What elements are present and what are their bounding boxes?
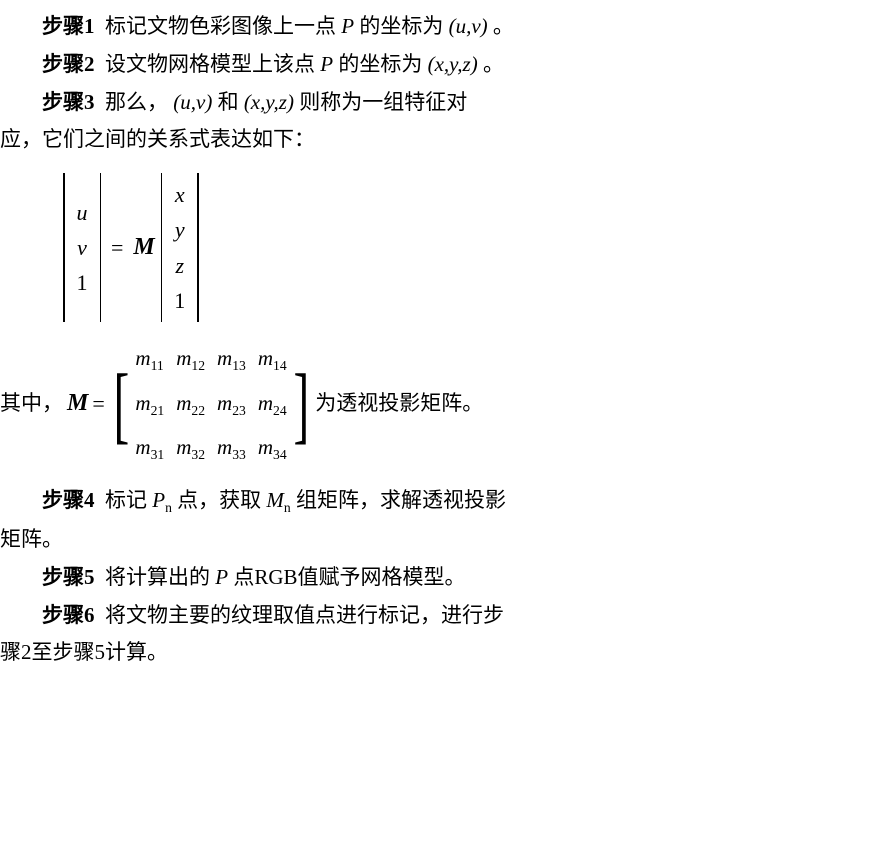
- step1-text-c: 。: [493, 14, 514, 38]
- eq-sign-2: =: [92, 384, 104, 424]
- step4-text-a: 标记: [105, 488, 147, 512]
- M-symbol: M: [133, 226, 154, 269]
- vec-x: x: [175, 177, 185, 212]
- matrix-prefix: 其中，: [0, 385, 63, 423]
- step2-P: P: [320, 52, 333, 76]
- matrix-suffix: 为透视投影矩阵。: [315, 385, 483, 423]
- step6-cont: 骤2至步骤5计算。: [0, 634, 882, 672]
- m32: m32: [176, 429, 205, 468]
- left-bracket-icon: [: [113, 361, 129, 447]
- step5-label: 步骤5: [42, 565, 95, 589]
- m11: m11: [135, 340, 164, 379]
- step2-label: 步骤2: [42, 52, 95, 76]
- m21: m21: [135, 385, 164, 424]
- step2-text-b: 的坐标为: [338, 52, 422, 76]
- m12: m12: [176, 340, 205, 379]
- matrix-grid: m11 m12 m13 m14 m21 m22 m23 m24 m31 m32 …: [135, 336, 286, 472]
- m33: m33: [217, 429, 246, 468]
- vec-u: u: [77, 195, 88, 230]
- eq-sign: =: [111, 228, 123, 268]
- m31: m31: [135, 429, 164, 468]
- step1-text-a: 标记文物色彩图像上一点: [105, 14, 336, 38]
- step1-label: 步骤1: [42, 14, 95, 38]
- step3-text-c: 则称为一组特征对: [299, 90, 467, 114]
- step2-text-a: 设文物网格模型上该点: [105, 52, 315, 76]
- vec-1b: 1: [174, 283, 185, 318]
- step6-label: 步骤6: [42, 603, 95, 627]
- vbar-icon: [63, 173, 65, 322]
- vbar-icon: [100, 173, 102, 322]
- step4-cont: 矩阵。: [0, 521, 882, 559]
- step2-line: 步骤2 设文物网格模型上该点 P 的坐标为 (x,y,z) 。: [0, 46, 882, 84]
- step5-line: 步骤5 将计算出的 P 点RGB值赋予网格模型。: [0, 559, 882, 597]
- step3-text-b: 和: [218, 90, 239, 114]
- step1-P: P: [341, 14, 354, 38]
- step5-P: P: [215, 565, 228, 589]
- M-symbol-2: M: [67, 382, 88, 425]
- vec-y: y: [175, 212, 185, 247]
- m13: m13: [217, 340, 246, 379]
- m23: m23: [217, 385, 246, 424]
- step4-text-c: 组矩阵，求解透视投影: [296, 488, 506, 512]
- step6-line: 步骤6 将文物主要的纹理取值点进行标记，进行步: [0, 597, 882, 635]
- vec-z: z: [175, 248, 184, 283]
- m14: m14: [258, 340, 287, 379]
- m22: m22: [176, 385, 205, 424]
- step2-coord: (x,y,z): [428, 52, 478, 76]
- step3-label: 步骤3: [42, 90, 95, 114]
- vbar-icon: [197, 173, 199, 322]
- left-vector: u v 1: [71, 191, 94, 305]
- step1-line: 步骤1 标记文物色彩图像上一点 P 的坐标为 (u,v) 。: [0, 8, 882, 46]
- matrix-definition: 其中， M = [ m11 m12 m13 m14 m21 m22 m23 m2…: [0, 336, 882, 472]
- step4-label: 步骤4: [42, 488, 95, 512]
- m24: m24: [258, 385, 287, 424]
- step1-coord: (u,v): [449, 14, 488, 38]
- step1-text-b: 的坐标为: [359, 14, 443, 38]
- step6-text-a: 将文物主要的纹理取值点进行标记，进行步: [105, 603, 504, 627]
- vec-v: v: [77, 230, 87, 265]
- vbar-icon: [161, 173, 163, 322]
- step2-text-c: 。: [483, 52, 504, 76]
- step5-text-b: 点RGB值赋予网格模型。: [233, 565, 465, 589]
- step3-cont: 应，它们之间的关系式表达如下：: [0, 121, 882, 159]
- step3-uv: (u,v): [173, 90, 212, 114]
- step4-text-b: 点，获取: [177, 488, 261, 512]
- step3-text-a: 那么，: [105, 90, 168, 114]
- right-bracket-icon: ]: [293, 361, 309, 447]
- m34: m34: [258, 429, 287, 468]
- step4-line: 步骤4 标记 Pn 点，获取 Mn 组矩阵，求解透视投影: [0, 482, 882, 521]
- step4-Mn: Mn: [266, 488, 290, 512]
- vec-1a: 1: [77, 265, 88, 300]
- step3-xyz: (x,y,z): [244, 90, 294, 114]
- equation-block: u v 1 = M x y z 1: [63, 173, 882, 322]
- step4-Pn: Pn: [152, 488, 172, 512]
- step5-text-a: 将计算出的: [105, 565, 210, 589]
- right-vector: x y z 1: [168, 173, 191, 322]
- step3-line: 步骤3 那么， (u,v) 和 (x,y,z) 则称为一组特征对: [0, 84, 882, 122]
